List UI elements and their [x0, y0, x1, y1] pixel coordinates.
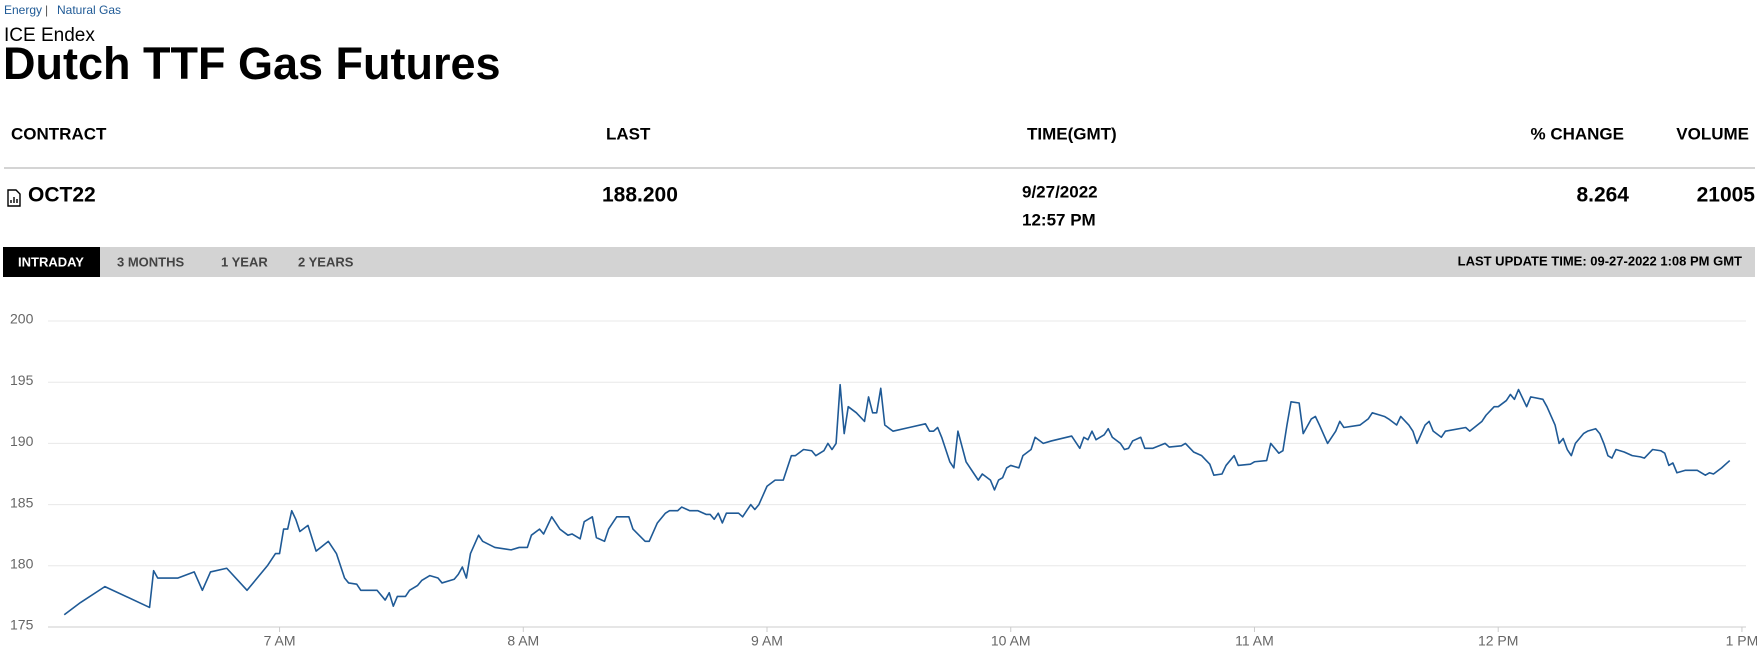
column-header: CONTRACT — [11, 124, 107, 143]
price-line — [63, 383, 1731, 616]
x-tick-label: 12 PM — [1478, 633, 1518, 649]
tab[interactable]: INTRADAY — [18, 254, 84, 269]
exchange: ICE Endex — [4, 25, 95, 46]
x-tick-label: 10 AM — [991, 633, 1031, 649]
chart: 175 180 185 190 195 200 7 AM 8 AM 9 AM 10 AM 11 AM… — [10, 311, 1757, 649]
contract[interactable]: OCT22 — [28, 184, 96, 207]
active-tab[interactable] — [3, 247, 100, 277]
contract-icon — [7, 189, 21, 207]
x-tick-label: 8 AM — [507, 633, 539, 649]
x-tick-label: 7 AM — [264, 633, 296, 649]
y-tick-label: 180 — [10, 556, 34, 572]
y-tick-label: 190 — [10, 433, 34, 449]
page-title: Dutch TTF Gas Futures — [3, 38, 501, 89]
y-tick-label: 185 — [10, 494, 34, 510]
trade-date: 9/27/2022 — [1022, 182, 1098, 201]
tab[interactable]: 3 MONTHS — [117, 254, 185, 269]
x-tick-label: 1 PM — [1726, 633, 1757, 649]
tab-bar — [3, 247, 1755, 277]
x-tick-label: 9 AM — [751, 633, 783, 649]
tab[interactable]: 1 YEAR — [221, 254, 268, 269]
column-header: LAST — [606, 124, 651, 143]
breadcrumb-link[interactable]: Energy — [4, 3, 42, 17]
column-header: % CHANGE — [1530, 124, 1624, 143]
trade-time: 12:57 PM — [1022, 210, 1096, 229]
volume: 21005 — [1697, 184, 1756, 207]
last-price: 188.200 — [602, 184, 678, 207]
y-tick-label: 195 — [10, 372, 34, 388]
last-update: LAST UPDATE TIME: 09-27-2022 1:08 PM GMT — [1458, 253, 1742, 268]
tab[interactable]: 2 YEARS — [298, 254, 354, 269]
column-header: TIME(GMT) — [1027, 124, 1117, 143]
column-header: VOLUME — [1676, 124, 1749, 143]
breadcrumb-separator: | — [45, 3, 48, 17]
y-tick-label: 175 — [10, 617, 34, 633]
breadcrumb-link[interactable]: Natural Gas — [57, 3, 121, 17]
y-tick-label: 200 — [10, 311, 34, 327]
x-tick-label: 11 AM — [1235, 633, 1274, 649]
percent-change: 8.264 — [1576, 184, 1629, 207]
